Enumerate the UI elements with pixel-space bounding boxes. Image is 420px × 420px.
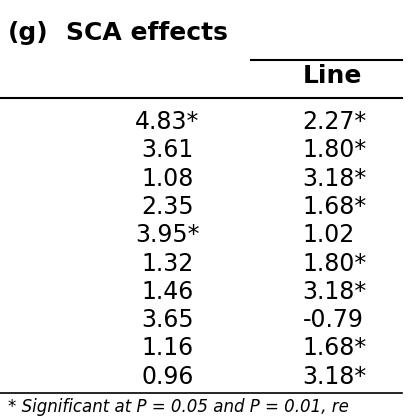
Text: 1.68*: 1.68* (302, 336, 367, 360)
Text: 1.68*: 1.68* (302, 195, 367, 219)
Text: 2.35: 2.35 (141, 195, 194, 219)
Text: 1.80*: 1.80* (302, 252, 367, 276)
Text: 3.95*: 3.95* (135, 223, 200, 247)
Text: 3.61: 3.61 (141, 139, 193, 163)
Text: 1.16: 1.16 (141, 336, 193, 360)
Text: 3.18*: 3.18* (302, 365, 367, 389)
Text: 1.08: 1.08 (141, 167, 193, 191)
Text: 0.96: 0.96 (141, 365, 193, 389)
Text: SCA effects: SCA effects (66, 21, 228, 45)
Text: 1.32: 1.32 (141, 252, 193, 276)
Text: 4.83*: 4.83* (135, 110, 200, 134)
Text: 1.02: 1.02 (302, 223, 355, 247)
Text: -0.79: -0.79 (302, 308, 363, 332)
Text: 3.65: 3.65 (141, 308, 194, 332)
Text: 3.18*: 3.18* (302, 280, 367, 304)
Text: 3.18*: 3.18* (302, 167, 367, 191)
Text: 2.27*: 2.27* (302, 110, 367, 134)
Text: (g): (g) (8, 21, 49, 45)
Text: Line: Line (302, 64, 362, 89)
Text: * Significant at P = 0.05 and P = 0.01, re: * Significant at P = 0.05 and P = 0.01, … (8, 398, 349, 416)
Text: 1.46: 1.46 (141, 280, 193, 304)
Text: 1.80*: 1.80* (302, 139, 367, 163)
